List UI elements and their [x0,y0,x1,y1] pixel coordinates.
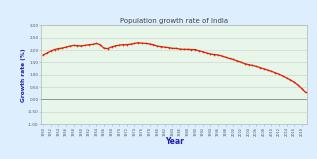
Title: Population growth rate of India: Population growth rate of India [120,18,229,24]
X-axis label: Year: Year [165,137,184,146]
Y-axis label: Growth rate (%): Growth rate (%) [22,48,26,102]
